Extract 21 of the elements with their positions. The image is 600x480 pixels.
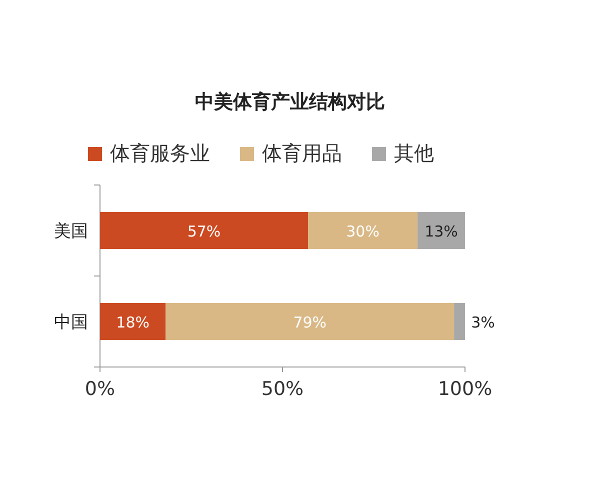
bar <box>454 303 465 340</box>
bar <box>166 303 454 340</box>
data-label: 30% <box>346 222 380 240</box>
x-tick-label: 0% <box>84 378 116 400</box>
data-label: 57% <box>187 222 221 240</box>
y-tick-label: 中国 <box>54 312 88 332</box>
legend-label: 其他 <box>394 141 434 165</box>
bar <box>100 303 166 340</box>
data-label: 3% <box>471 314 495 332</box>
data-label: 18% <box>116 314 150 332</box>
x-tick-label: 100% <box>438 378 492 400</box>
legend-label: 体育用品 <box>262 141 342 165</box>
bar <box>418 212 465 249</box>
chart-title: 中美体育产业结构对比 <box>195 91 385 113</box>
x-tick-label: 50% <box>261 378 304 400</box>
legend-label: 体育服务业 <box>110 141 210 165</box>
y-tick-label: 美国 <box>54 222 88 242</box>
data-label: 79% <box>293 314 327 332</box>
bar <box>308 212 418 249</box>
bar <box>100 212 308 249</box>
data-label: 13% <box>424 222 458 240</box>
